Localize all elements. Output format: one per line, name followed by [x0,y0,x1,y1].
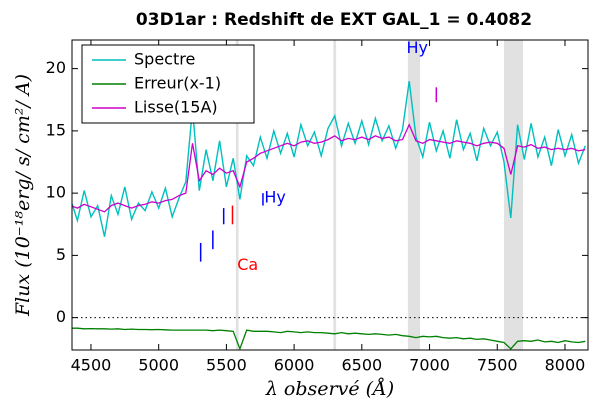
band [504,40,523,350]
x-axis-label: λ observé (Å) [265,378,394,400]
band [235,40,239,350]
y-tick-label: 0 [56,307,66,326]
band [407,40,421,350]
line-label: Hy [264,188,286,207]
axes-frame [71,39,589,351]
x-tick-label: 4500 [71,356,112,375]
x-tick-label: 5500 [206,356,247,375]
y-tick-label: 20 [46,58,66,77]
x-tick-label: 7000 [409,356,450,375]
x-tick-label: 7500 [477,356,518,375]
band [333,40,337,350]
series-line [72,123,586,213]
plot-area [72,40,588,350]
x-tick-label: 8000 [545,356,586,375]
line-label: Ca [237,255,258,274]
x-tick-label: 5000 [138,356,179,375]
legend-label: Erreur(x-1) [134,74,221,93]
y-axis-label: Flux (10⁻¹⁸erg/ s/ cm²/ A) [12,74,34,317]
series-line [72,327,586,350]
y-tick-label: 10 [46,183,66,202]
chart-title: 03D1ar : Redshift de EXT GAL_1 = 0.4082 [136,10,532,30]
x-tick-label: 6500 [341,356,382,375]
y-tick-label: 15 [46,120,66,139]
line-label: Hy [407,38,429,57]
legend-label: Lisse(15A) [134,98,218,117]
legend-label: Spectre [134,50,195,69]
y-tick-label: 5 [56,245,66,264]
x-tick-label: 6000 [274,356,315,375]
